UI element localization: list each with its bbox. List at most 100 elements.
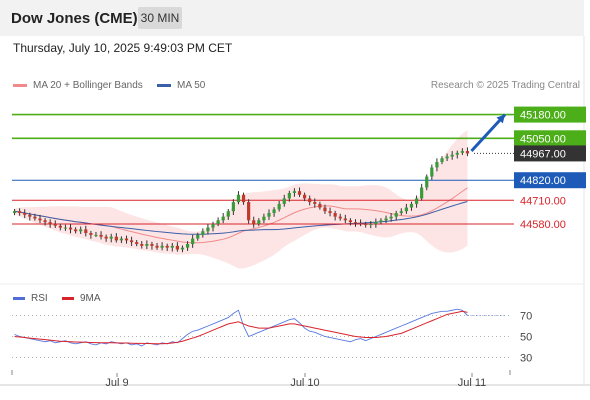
ma9-legend-swatch — [62, 296, 74, 300]
level-label-45050.00: 45050.00 — [520, 133, 566, 145]
rsi-tick-label-30: 30 — [520, 353, 532, 365]
ma9-legend: 9MA — [62, 293, 101, 304]
x-tick-label: Jul 10 — [290, 377, 319, 389]
candle-body — [140, 244, 144, 246]
legend-ma20-label: MA 20 + Bollinger Bands — [33, 80, 143, 91]
legend-ma50-label: MA 50 — [177, 80, 206, 91]
candle-body — [236, 194, 241, 203]
candle-body — [109, 236, 113, 239]
candle-body — [53, 223, 57, 226]
candle-body — [369, 223, 373, 225]
candle-body — [114, 236, 118, 241]
candle-body — [89, 233, 93, 235]
candle-body — [79, 229, 83, 232]
candle-body — [404, 207, 408, 212]
candle-body — [206, 227, 210, 232]
candle-body — [445, 156, 449, 159]
legend-ma50: MA 50 — [157, 80, 205, 91]
candle-body — [99, 234, 103, 237]
rsi-tick-label-70: 70 — [520, 311, 532, 323]
timeframe-button[interactable]: 30 MIN — [138, 7, 182, 29]
candle-body — [358, 223, 363, 225]
candle-body — [353, 222, 358, 224]
candle-body — [252, 220, 256, 224]
candle-body — [63, 227, 68, 229]
credit-text: Research © 2025 Trading Central — [430, 80, 580, 91]
candle-body — [343, 218, 347, 221]
candle-body — [333, 213, 337, 217]
candle-body — [247, 202, 251, 221]
candle-body — [175, 245, 179, 250]
candle-body — [28, 214, 32, 217]
candle-body — [12, 211, 17, 214]
rsi-tick-label-50: 50 — [520, 332, 532, 344]
candle-body — [155, 245, 159, 248]
candle-body — [394, 213, 398, 217]
projection-arrowhead — [496, 114, 505, 124]
rsi-ma9-line — [14, 310, 468, 345]
candle-body — [150, 244, 154, 246]
candle-body — [221, 216, 225, 221]
candle-body — [297, 191, 302, 195]
candle-body — [364, 223, 368, 225]
candle-body — [399, 211, 403, 214]
candle-body — [313, 202, 317, 204]
candle-body — [267, 213, 271, 217]
candle-body — [43, 220, 47, 223]
candle-body — [135, 242, 139, 245]
candle-body — [180, 247, 185, 250]
bollinger-band — [14, 129, 468, 269]
candle-body — [409, 203, 414, 208]
candle-body — [196, 234, 200, 239]
candle-body — [379, 220, 383, 223]
candle-body — [211, 223, 215, 228]
projection-arrow — [470, 113, 507, 153]
candle-body — [185, 244, 190, 248]
legend-ma50-swatch — [157, 83, 171, 87]
candle-body — [94, 234, 98, 236]
level-tag-45050.00 — [514, 130, 586, 147]
candle-body — [348, 220, 353, 223]
candle-body — [257, 220, 261, 224]
candle-body — [201, 231, 205, 235]
candle-body — [33, 216, 37, 219]
candle-body — [124, 238, 129, 241]
candle-body — [414, 198, 419, 204]
rsi-line — [14, 308, 468, 347]
chart-date: Thursday, July 10, 2025 9:49:03 PM CET — [13, 41, 233, 55]
candle-body — [18, 211, 22, 214]
candle-body — [231, 202, 235, 212]
candle-body — [23, 213, 27, 215]
level-label-44967.00: 44967.00 — [520, 148, 566, 160]
candle-body — [308, 198, 312, 203]
candle-body — [282, 198, 286, 204]
candle-body — [328, 211, 332, 214]
level-label-45180.00: 45180.00 — [520, 110, 566, 122]
candle-body — [170, 245, 174, 248]
candle-body — [460, 151, 464, 153]
candle-body — [430, 167, 434, 177]
candle-body — [58, 225, 62, 228]
candle-body — [465, 151, 470, 154]
ma9-legend-label: 9MA — [80, 293, 101, 304]
candle-body — [129, 240, 134, 243]
candle-body — [262, 216, 266, 221]
candle-body — [425, 176, 429, 188]
legend-ma20: MA 20 + Bollinger Bands — [13, 80, 143, 91]
candle-body — [84, 229, 88, 234]
level-label-44710.00: 44710.00 — [520, 195, 566, 207]
candle-body — [241, 194, 246, 203]
candle-body — [160, 245, 164, 248]
candle-body — [68, 227, 73, 230]
candle-body — [389, 216, 393, 219]
candle-body — [119, 238, 124, 241]
level-tag-44820.00 — [514, 172, 586, 189]
candle-body — [165, 245, 169, 248]
candle-body — [384, 218, 388, 221]
candle-body — [226, 211, 230, 217]
candle-body — [287, 192, 291, 199]
candle-body — [323, 207, 327, 212]
candle-body — [104, 236, 108, 239]
candle-body — [48, 222, 52, 224]
candle-body — [38, 218, 42, 221]
